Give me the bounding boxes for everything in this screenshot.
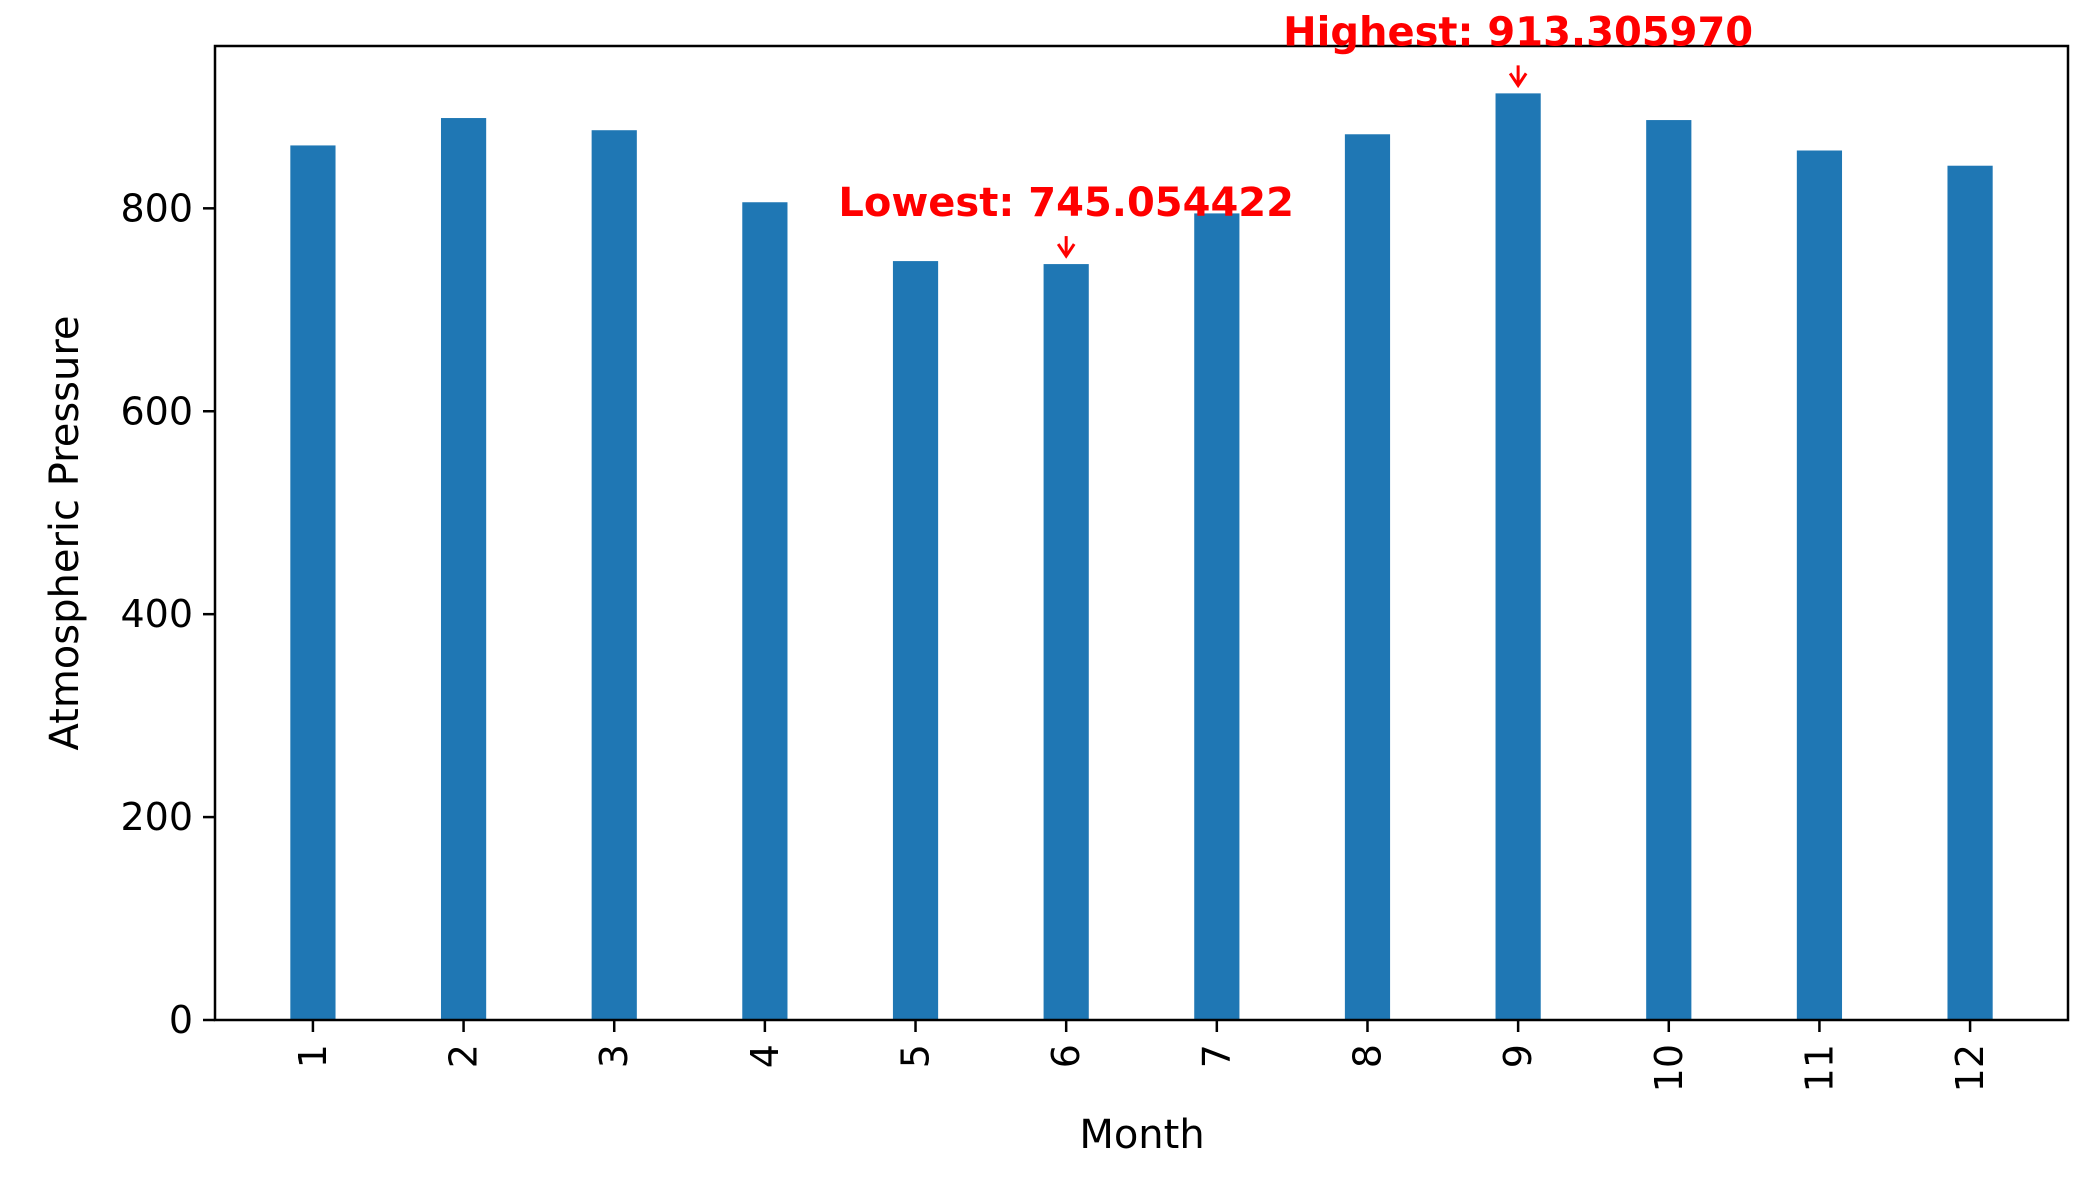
bar-month-3	[591, 130, 637, 1020]
y-axis-label: Atmospheric Pressure	[42, 315, 88, 750]
y-tick-label: 0	[169, 998, 193, 1042]
x-tick-label: 8	[1345, 1044, 1389, 1068]
x-tick-label: 7	[1195, 1044, 1239, 1068]
x-tick-label: 3	[592, 1044, 636, 1068]
bar-month-5	[892, 261, 939, 1021]
y-tick-label: 800	[120, 186, 193, 230]
y-tick-label: 600	[120, 389, 193, 433]
x-tick-label: 1	[291, 1044, 335, 1068]
bar-month-6	[1043, 264, 1089, 1021]
annotation-arrow-head	[1056, 243, 1076, 259]
x-tick-label: 10	[1647, 1044, 1691, 1092]
x-tick-label: 9	[1496, 1044, 1540, 1068]
x-tick-label: 5	[894, 1044, 938, 1068]
y-tick-label: 400	[120, 592, 193, 636]
axes-layer	[213, 44, 2070, 1022]
annotation-lowest: Lowest: 745.054422	[838, 180, 1294, 226]
bar-month-7	[1194, 213, 1240, 1020]
bar-month-12	[1947, 165, 1993, 1021]
x-tick-label: 12	[1948, 1044, 1992, 1092]
bar-month-9	[1495, 93, 1541, 1021]
bars-layer	[290, 93, 1993, 1021]
x-tick-label: 11	[1797, 1044, 1841, 1092]
x-tick-label: 4	[743, 1044, 787, 1068]
plot-frame	[213, 44, 2070, 1022]
annotation-highest: Highest: 913.305970	[1283, 9, 1753, 55]
x-axis-label: Month	[1079, 1112, 1204, 1158]
bar-month-2	[440, 118, 487, 1021]
x-tick-label: 2	[442, 1044, 486, 1068]
annotation-arrow-head	[1508, 72, 1528, 89]
bar-month-11	[1796, 150, 1843, 1020]
bar-month-4	[742, 202, 788, 1020]
bar-month-10	[1646, 120, 1692, 1020]
bar-month-8	[1344, 134, 1391, 1020]
bar-month-1	[290, 145, 336, 1020]
y-tick-label: 200	[120, 795, 193, 839]
x-tick-label: 6	[1044, 1044, 1088, 1068]
annotations-layer: Lowest: 745.054422 Highest: 913.305970	[838, 9, 1753, 259]
